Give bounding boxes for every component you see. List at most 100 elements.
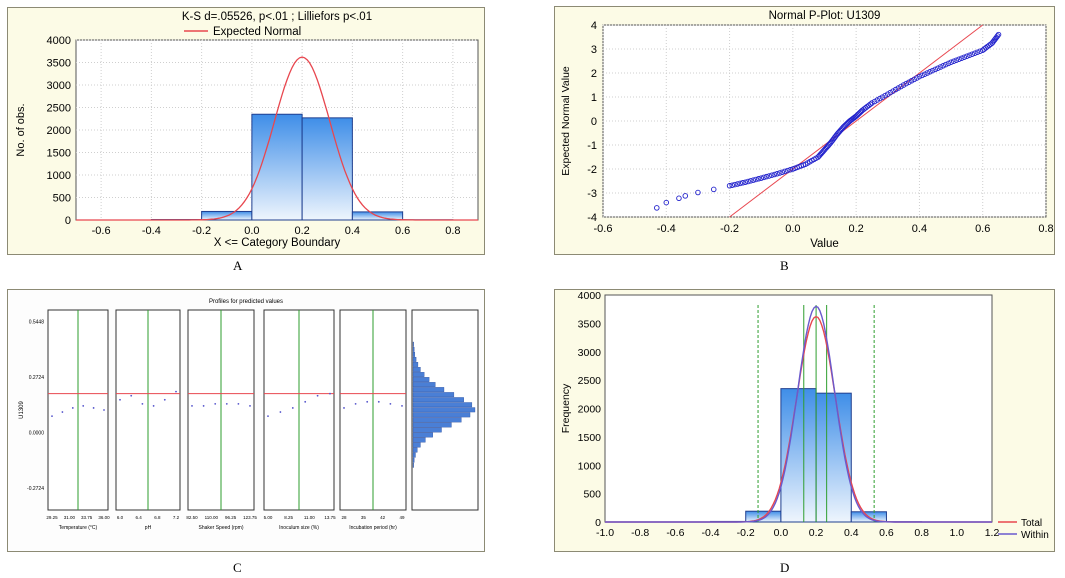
distribution-bar [412,402,473,408]
panel-d: 0 500 1000 1500 2000 2500 3000 3500 4000 -1.0 -0.8… [554,289,1055,552]
data-point [758,175,764,181]
profile-point [191,405,193,407]
data-point [948,59,954,65]
x-tick-label: -0.4 [701,527,719,539]
x-tick-label: 1.2 [985,527,1000,539]
data-point [900,82,907,88]
data-point [771,171,778,178]
x-tick-label: 96.25 [225,515,237,520]
x-tick-label: 28 [341,515,347,520]
data-point [995,31,1002,38]
data-point [747,178,754,184]
distribution-bar [412,412,471,418]
data-point [766,173,772,179]
data-point [750,177,757,183]
data-point [867,101,874,107]
data-point [953,57,960,63]
x-tick-label: 11.00 [304,515,315,520]
x-tick-label: 0.4 [844,527,859,539]
profile-point [82,405,85,407]
panel-a: 0 500 1000 1500 2000 2500 3000 3500 4000 -0.6 -0.4… [7,7,485,255]
x-tick-label: 42 [380,515,386,520]
x-tick-label: 82.50 [186,515,198,520]
profile-point [343,407,345,409]
x-axis-label: pH [145,525,152,531]
profile-point [61,411,64,413]
profile-point [103,409,105,411]
x-tick-label: 0.0 [785,223,800,235]
data-point [737,180,743,187]
y-tick-label: 2500 [578,375,602,387]
distribution-bar [412,392,455,398]
profile-point [366,400,369,403]
x-tick-label: 0.6 [395,225,410,237]
data-point [921,71,928,77]
distribution-bar [412,382,436,388]
legend-label: Total [1021,518,1042,529]
panel-label-c: C [233,560,242,575]
x-tick-label: 6.8 [154,515,161,520]
data-point [763,173,770,180]
distribution-bar [412,372,425,377]
y-tick-label: 2500 [47,103,71,115]
data-point [882,92,888,99]
data-point [779,169,786,175]
y-tick-label: 4 [591,20,597,32]
y-tick-label: 500 [583,489,601,501]
chart-title: K-S d=.05526, p<.01 ; Lilliefors p<.01 [182,11,372,23]
distribution-bar [412,432,433,438]
y-tick-label: 0 [595,517,601,529]
x-axis-label: Temperature (°C) [59,525,98,531]
data-point [927,69,933,75]
distribution-bar [412,462,414,468]
data-point [969,51,975,57]
data-point [742,179,749,185]
histogram-bar [251,113,303,221]
distribution-bar [412,447,418,453]
x-tick-label: 0.8 [1038,223,1053,235]
profile-point [214,402,217,405]
x-tick-label: -0.8 [631,527,649,539]
legend-label: Within [1021,530,1049,541]
data-point [755,176,762,182]
x-tick-label: -1.0 [596,527,614,539]
x-tick-label: 13.75 [324,515,336,520]
x-tick-label: 8.25 [284,515,293,520]
profile-point [152,405,155,407]
profile-point [354,402,357,405]
y-tick-label: 1000 [47,170,71,182]
data-point [916,73,923,80]
distribution-bar [412,407,476,413]
histogram-bar [780,388,817,523]
data-point [761,174,767,181]
x-tick-label: -0.6 [594,223,613,235]
distribution-bar [412,356,417,362]
distribution-bar [412,452,416,458]
distribution-bar [412,417,462,423]
x-tick-label: 5.00 [264,515,273,520]
distribution-bar [412,341,414,347]
panel-label-a: A [233,258,243,273]
data-point [663,199,670,206]
profile-point [249,405,251,407]
data-point [956,56,962,62]
profile-point [51,415,53,418]
data-point [940,63,946,69]
data-point [769,172,775,178]
y-tick-label: 2000 [47,125,71,137]
data-point [877,95,883,102]
profile-point [329,392,331,395]
distribution-bar [412,457,415,463]
x-tick-label: 0.2 [848,223,863,235]
x-tick-label: 0.8 [914,527,929,539]
x-tick-label: -0.2 [737,527,755,539]
x-tick-label: 1.0 [950,527,965,539]
y-axis-label: Expected Normal Value [560,66,572,176]
data-point [977,48,983,54]
x-tick-label: 123.75 [243,515,257,520]
x-tick-label: 0.0 [774,527,789,539]
y-tick-label: 3500 [47,58,71,70]
data-point [676,195,682,202]
x-tick-label: 36.00 [98,515,110,520]
y-axis-label: U1309 [19,401,25,419]
